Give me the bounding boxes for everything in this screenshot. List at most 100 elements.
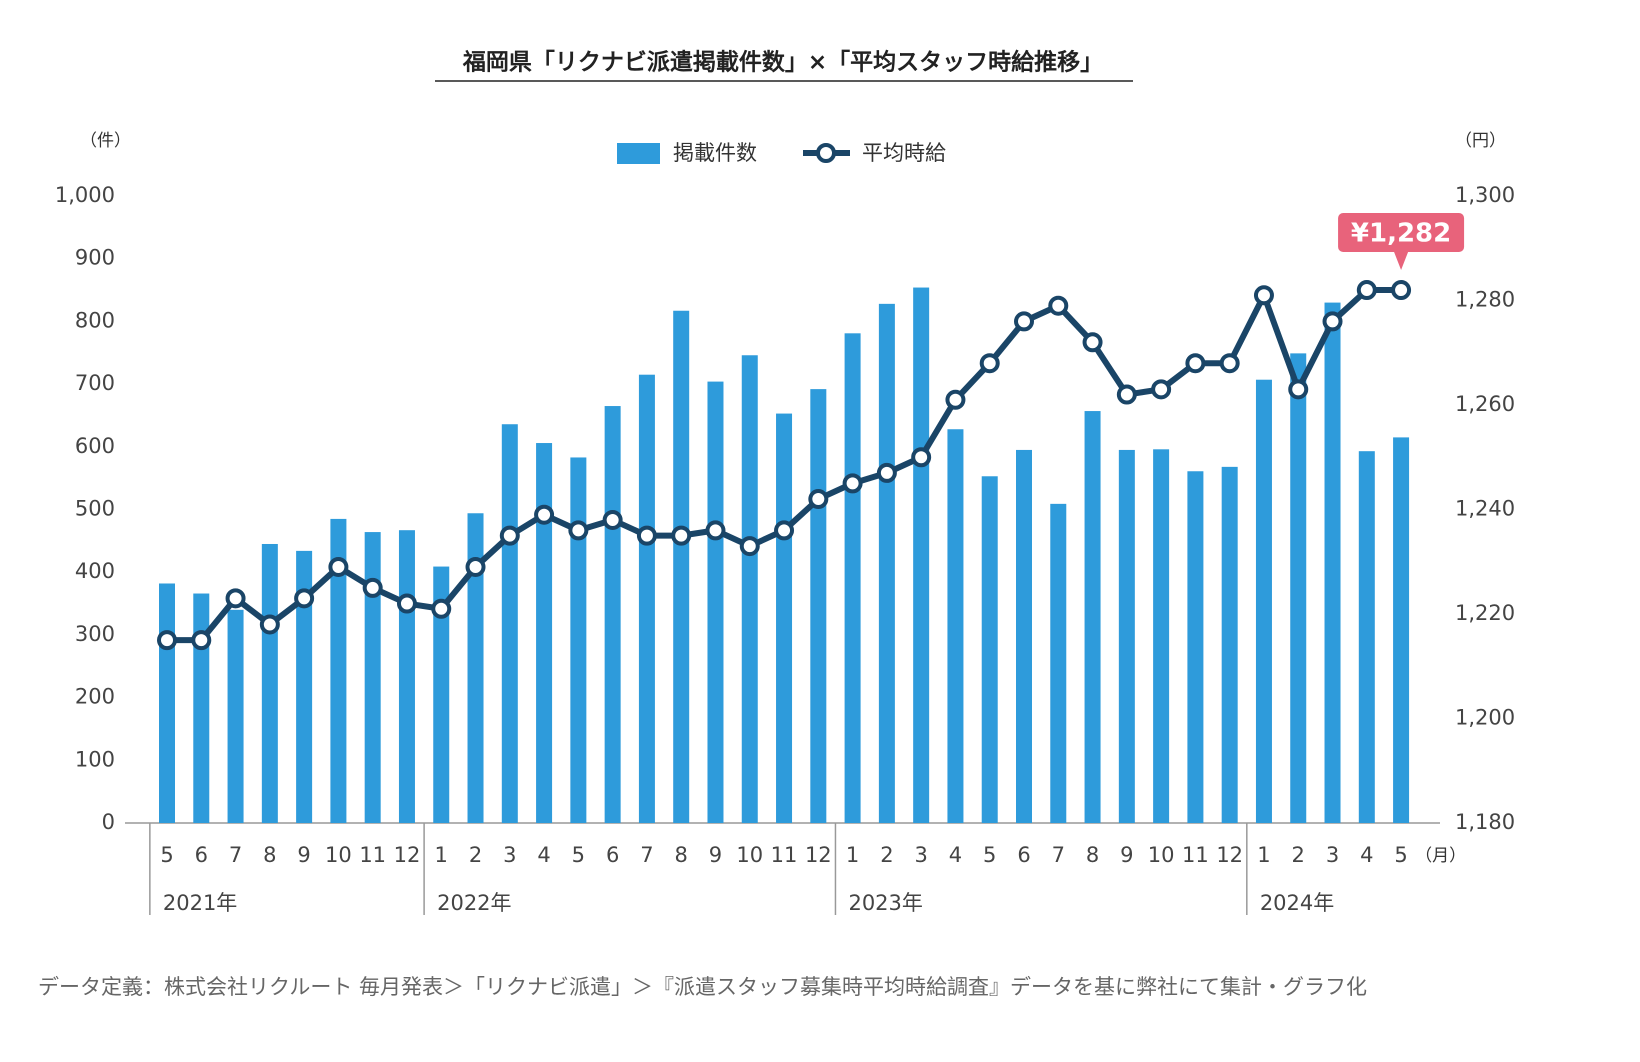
- bar: [1290, 353, 1307, 823]
- source-note: データ定義：株式会社リクルート 毎月発表＞「リクナビ派遣」＞『派遣スタッフ募集時…: [38, 975, 1367, 999]
- legend-label: 掲載件数: [673, 141, 757, 165]
- line-marker: [808, 489, 829, 510]
- bar: [1153, 449, 1170, 823]
- bar: [433, 566, 450, 823]
- line-marker: [1116, 384, 1137, 405]
- x-tick-label: 5: [160, 843, 173, 867]
- x-tick-label: 8: [1086, 843, 1099, 867]
- y-tick-label: 900: [75, 246, 115, 270]
- bar: [501, 424, 518, 823]
- x-tick-label: 6: [195, 843, 208, 867]
- y-tick-label: 600: [75, 434, 115, 458]
- x-tick-label: 7: [640, 843, 653, 867]
- y-tick-label: 400: [75, 559, 115, 583]
- line-marker: [294, 588, 315, 609]
- y-tick-label: 700: [75, 371, 115, 395]
- bar: [638, 374, 655, 823]
- line-marker: [671, 525, 692, 546]
- x-tick-label: 9: [1120, 843, 1133, 867]
- year-label: 2022年: [437, 891, 511, 915]
- line-marker: [1391, 280, 1412, 301]
- annotation-box: [1338, 213, 1465, 270]
- y2-tick-label: 1,260: [1455, 392, 1515, 416]
- x-tick-label: 1: [846, 843, 859, 867]
- bar: [1255, 379, 1272, 823]
- line-marker: [705, 520, 726, 541]
- bar: [776, 413, 793, 823]
- y2-tick-label: 1,300: [1455, 183, 1515, 207]
- x-tick-label: 2: [469, 843, 482, 867]
- y2-tick-label: 1,240: [1455, 497, 1515, 521]
- x-tick-label: 5: [983, 843, 996, 867]
- y2-tick-label: 1,220: [1455, 601, 1515, 625]
- bar: [878, 303, 895, 823]
- line-marker: [534, 504, 555, 525]
- bar: [1358, 451, 1375, 823]
- line-marker: [259, 614, 280, 635]
- bar: [364, 532, 381, 823]
- x-tick-label: 2: [880, 843, 893, 867]
- year-label: 2023年: [848, 891, 922, 915]
- bar: [1324, 302, 1341, 824]
- bar: [227, 609, 244, 823]
- line-marker: [1356, 280, 1377, 301]
- line-marker: [1151, 379, 1172, 400]
- x-unit: （月）: [1415, 846, 1466, 866]
- bar: [1393, 437, 1410, 823]
- bar: [536, 443, 553, 823]
- x-tick-label: 12: [394, 843, 421, 867]
- x-tick-label: 10: [736, 843, 763, 867]
- bar: [1016, 449, 1032, 823]
- x-tick-label: 1: [435, 843, 448, 867]
- x-tick-label: 11: [359, 843, 386, 867]
- x-tick-label: 12: [805, 843, 832, 867]
- line-marker: [568, 520, 589, 541]
- x-tick-label: 11: [771, 843, 798, 867]
- x-tick-label: 4: [537, 843, 550, 867]
- x-tick-label: 8: [263, 843, 276, 867]
- bar: [707, 381, 724, 823]
- line-marker: [431, 598, 452, 619]
- y-tick-label: 300: [75, 622, 115, 646]
- bar: [1050, 503, 1067, 823]
- bar: [467, 513, 484, 823]
- x-tick-label: 8: [675, 843, 688, 867]
- y-tick-label: 200: [75, 685, 115, 709]
- bar: [398, 530, 415, 823]
- line-marker: [1219, 353, 1240, 374]
- bar: [673, 310, 690, 824]
- x-tick-label: 10: [1148, 843, 1175, 867]
- line-marker: [1082, 332, 1103, 353]
- line-marker: [1048, 295, 1069, 316]
- bar: [159, 583, 175, 823]
- bar: [193, 593, 210, 823]
- x-tick-label: 11: [1182, 843, 1209, 867]
- x-tick-label: 7: [229, 843, 242, 867]
- year-label: 2024年: [1260, 891, 1334, 915]
- x-tick-label: 3: [1326, 843, 1339, 867]
- x-tick-label: 5: [1394, 843, 1407, 867]
- line-marker: [396, 593, 417, 614]
- line-marker: [774, 520, 795, 541]
- y2-unit: （円）: [1455, 131, 1506, 151]
- bar: [981, 476, 998, 823]
- line-marker: [636, 525, 657, 546]
- bar: [844, 333, 861, 823]
- line-marker: [739, 536, 760, 557]
- line-marker: [362, 577, 383, 598]
- bar: [1118, 449, 1135, 823]
- x-tick-label: 10: [325, 843, 352, 867]
- y2-tick-label: 1,280: [1455, 288, 1515, 312]
- x-tick-label: 3: [914, 843, 927, 867]
- line-marker: [157, 630, 177, 651]
- x-tick-label: 5: [572, 843, 585, 867]
- line-marker: [876, 462, 897, 483]
- annotation: ¥1,282: [1351, 219, 1451, 249]
- line-marker: [911, 447, 932, 468]
- legend-marker: [816, 143, 836, 163]
- y-tick-label: 500: [75, 497, 115, 521]
- line-marker: [191, 630, 212, 651]
- bar: [1187, 471, 1204, 823]
- x-tick-label: 6: [606, 843, 619, 867]
- legend-swatch: [617, 143, 660, 164]
